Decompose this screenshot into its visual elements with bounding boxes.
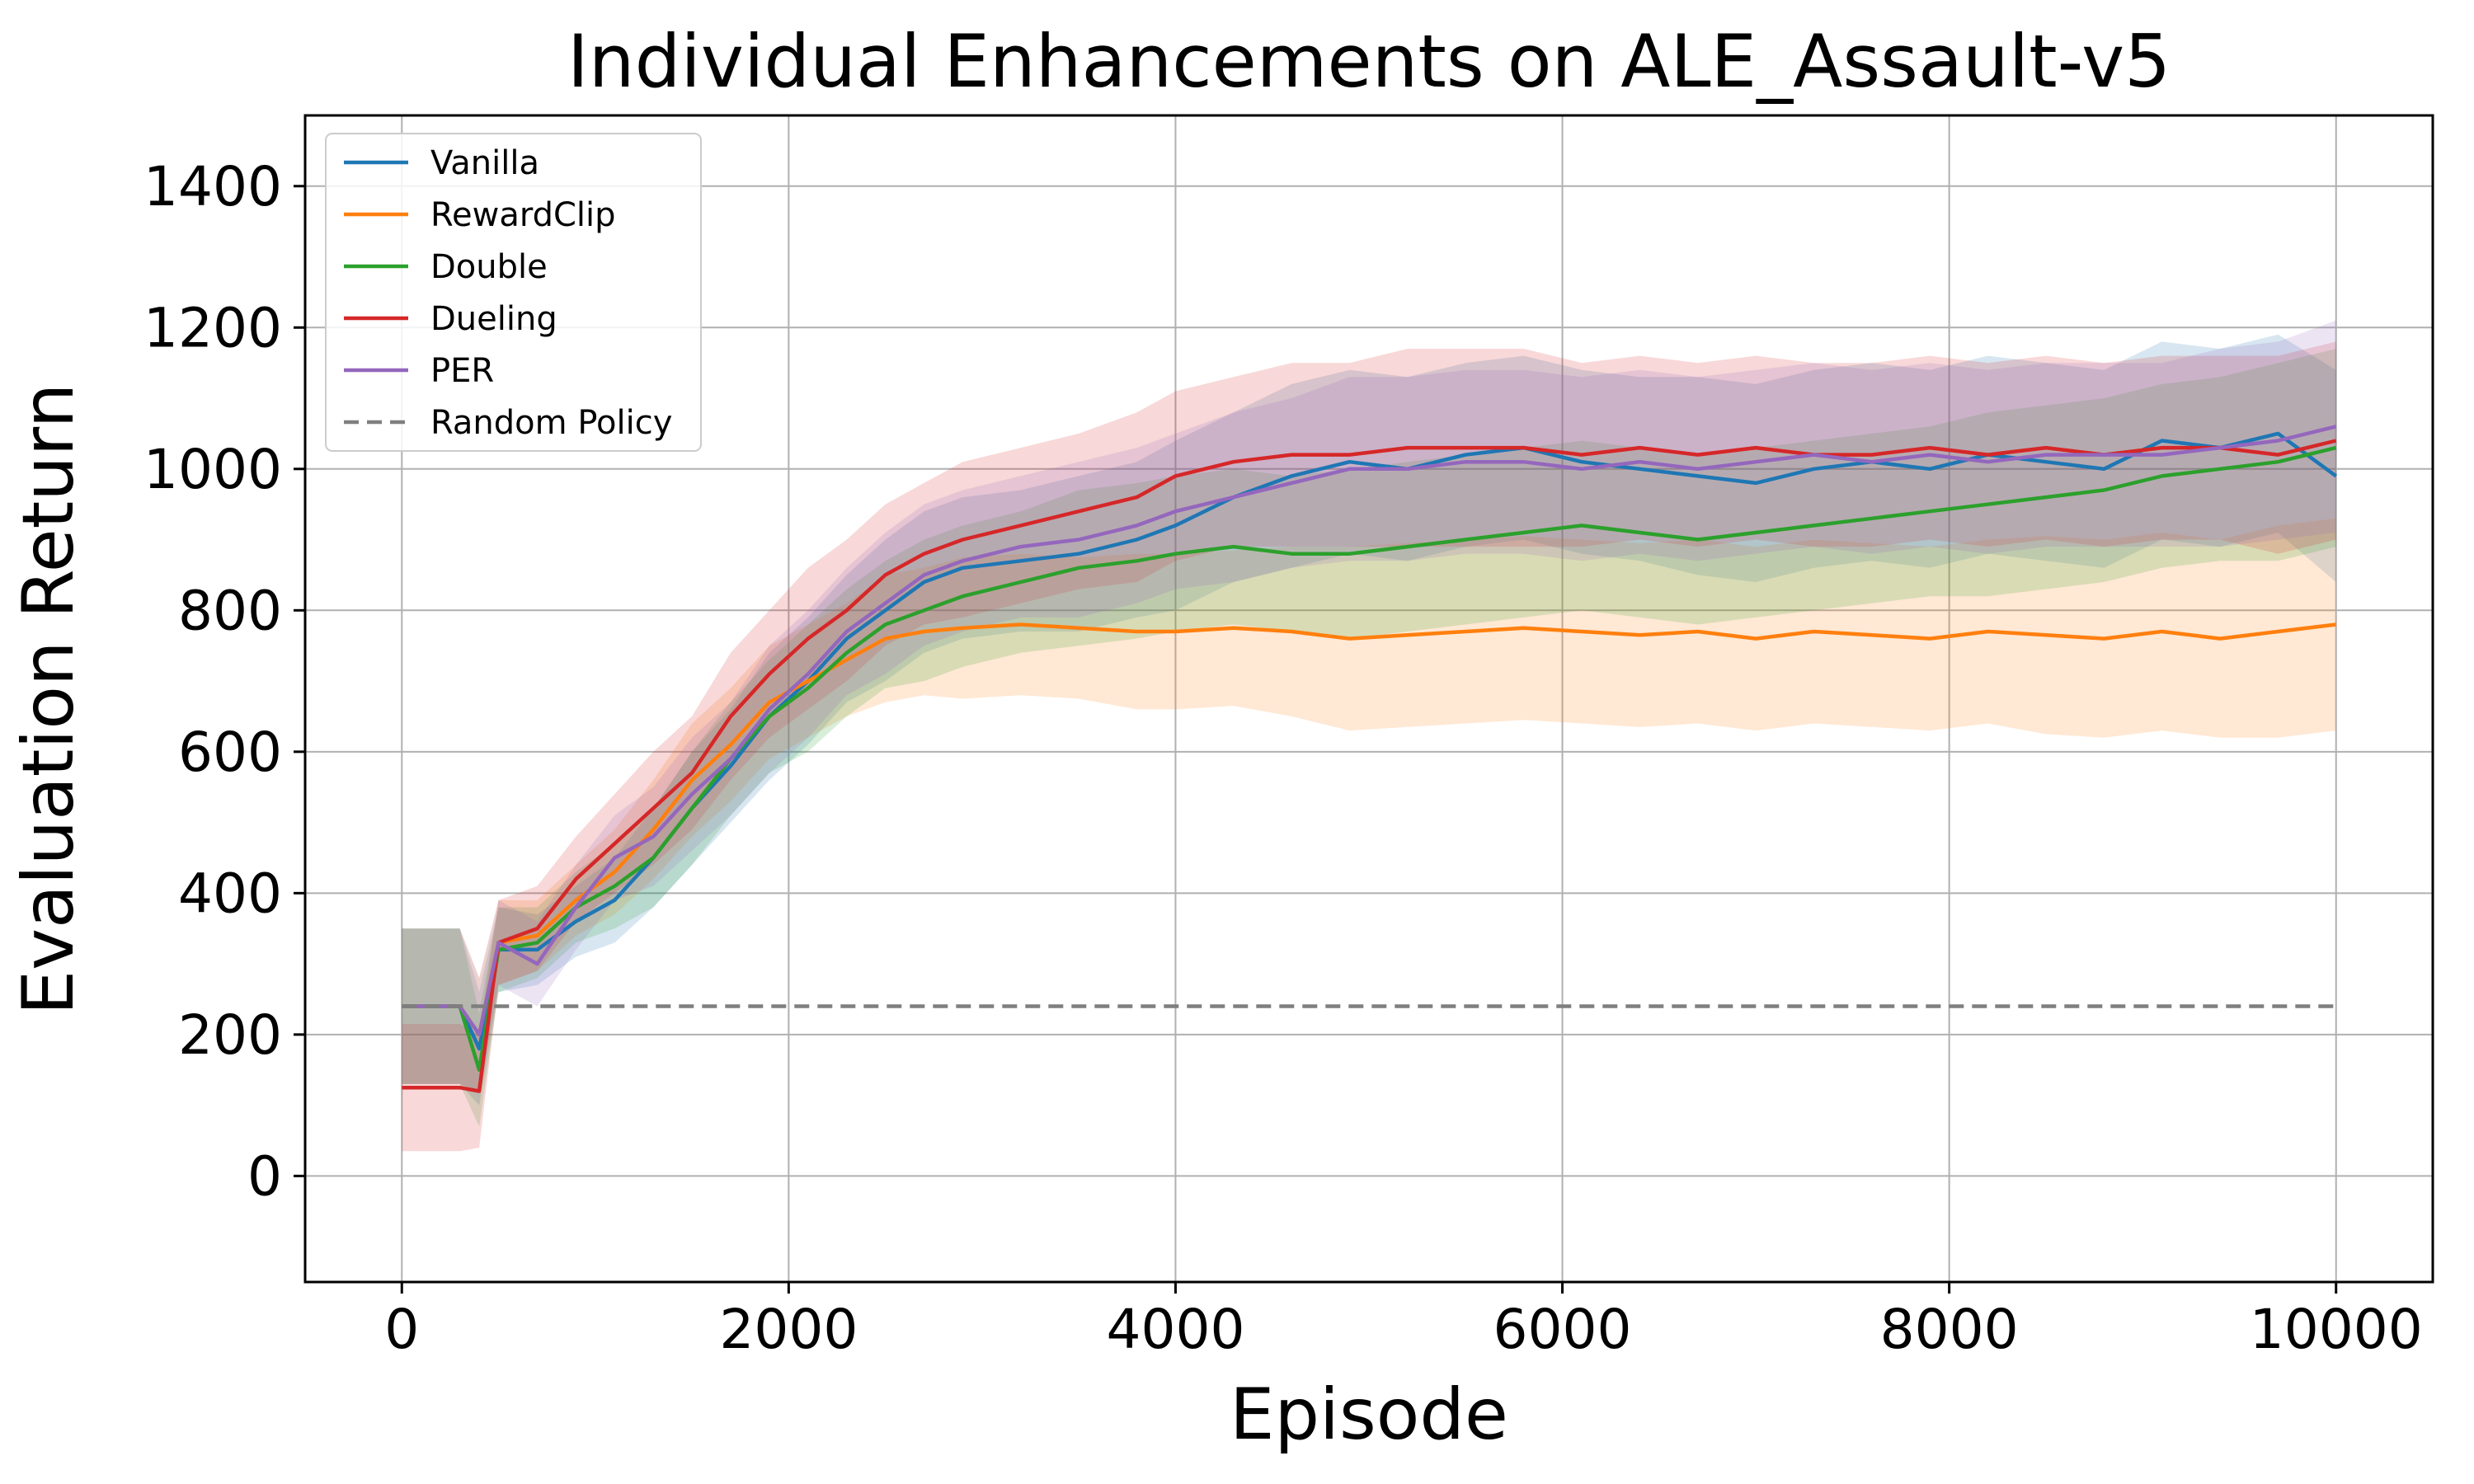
x-tick-label: 6000 [1493,1298,1632,1361]
y-tick-label: 200 [178,1003,282,1067]
x-tick-label: 0 [384,1298,419,1361]
band-vanilla [402,334,2336,1106]
line-vanilla [402,431,2338,1051]
line-per [402,425,2337,1037]
grid [305,115,2433,1282]
chart-title: Individual Enhancements on ALE_Assault-v… [567,19,2171,104]
y-tick-label: 600 [178,721,282,784]
line-dueling [402,439,2337,1093]
legend-label-double: Double [430,248,548,286]
y-tick-label: 1200 [143,296,282,359]
x-tick-label: 8000 [1880,1298,2019,1361]
band-per [402,320,2336,1092]
confidence-bands [402,320,2336,1152]
y-tick-label: 400 [178,862,282,925]
y-tick-label: 1000 [143,438,282,501]
x-tick-label: 2000 [719,1298,858,1361]
x-tick-label: 4000 [1106,1298,1244,1361]
y-axis-label: Evaluation Return [7,383,90,1015]
legend-label-dueling: Dueling [430,300,557,338]
x-axis-label: Episode [1230,1374,1508,1456]
band-double [402,349,2336,1127]
legend-box [325,133,702,452]
band-rewardclip [402,518,2336,1092]
y-tick-label: 1400 [143,155,282,218]
line-double [402,445,2337,1072]
band-dueling [402,341,2336,1152]
y-tick-label: 0 [247,1144,282,1208]
legend-label-vanilla: Vanilla [430,144,539,182]
axis-ticks: 0 2000 4000 6000 8000 10000 0 200 400 600 800 1000 1… [143,155,2423,1361]
legend-label-rewardclip: RewardClip [430,196,616,234]
x-tick-label: 10000 [2250,1298,2423,1361]
legend-label-per: PER [430,352,494,390]
series-lines [402,425,2338,1093]
plot-frame [303,114,2434,1284]
line-rewardclip [402,622,2336,1037]
y-tick-label: 800 [178,579,282,642]
legend-label-random-policy: Random Policy [430,404,672,442]
legend: Vanilla RewardClip Double Dueling PER Random … [325,133,702,452]
